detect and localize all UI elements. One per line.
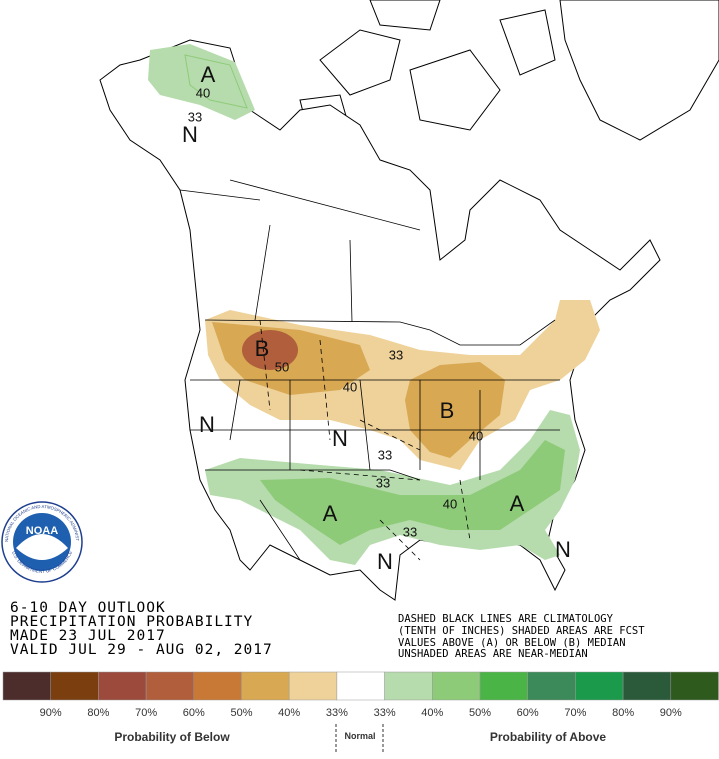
legend-swatch — [98, 671, 147, 701]
map-label: N — [377, 549, 393, 574]
map-label: 40 — [443, 496, 457, 511]
legend-tick-label: 90% — [660, 707, 682, 719]
below-40-east — [405, 362, 505, 458]
legend-swatch — [622, 671, 672, 701]
above-40 — [260, 440, 565, 545]
map-label: 40 — [196, 85, 210, 100]
map-label: B — [255, 336, 270, 361]
legend-swatch — [336, 671, 385, 701]
title-line: MADE 23 JUL 2017 — [10, 628, 166, 644]
legend-tick-label: 40% — [278, 707, 300, 719]
legend-tick-label: 80% — [612, 707, 634, 719]
below-label: Probability of Below — [114, 730, 230, 744]
legend-tick-label: 40% — [421, 707, 443, 719]
map-label: N — [555, 537, 571, 562]
map-label: 33 — [188, 109, 202, 124]
note-line: UNSHADED AREAS ARE NEAR-MEDIAN — [398, 648, 588, 660]
legend-tick-label: 33% — [326, 707, 348, 719]
legend-swatch — [193, 671, 242, 701]
note-line: VALUES ABOVE (A) OR BELOW (B) MEDIAN — [398, 637, 626, 649]
map-label: 33 — [389, 347, 403, 362]
map-label: 40 — [343, 379, 357, 394]
map-label: 33 — [378, 447, 392, 462]
legend-swatch — [670, 671, 719, 701]
title-block: 6-10 DAY OUTLOOK PRECIPITATION PROBABILI… — [10, 600, 273, 658]
legend-swatch — [2, 671, 51, 701]
below-50 — [242, 330, 298, 370]
title-line: VALID JUL 29 - AUG 02, 2017 — [10, 642, 273, 658]
legend-tick-label: 50% — [230, 707, 252, 719]
legend-swatch — [145, 671, 195, 701]
legend-swatch — [384, 671, 433, 701]
legend-swatch — [479, 671, 528, 701]
greenland — [559, 0, 719, 141]
legend-tick-label: 50% — [469, 707, 491, 719]
above-label: Probability of Above — [490, 730, 607, 744]
map-label: N — [182, 122, 198, 147]
map-label: 40 — [469, 428, 483, 443]
legend-tick-label: 90% — [40, 707, 62, 719]
title-line: PRECIPITATION PROBABILITY — [10, 614, 253, 630]
legend-tick-label: 70% — [135, 707, 157, 719]
legend-swatch — [288, 671, 338, 701]
legend-tick-label: 60% — [183, 707, 205, 719]
arctic-islands — [299, 0, 556, 141]
legend-tick-label: 33% — [374, 707, 396, 719]
map-label: N — [199, 412, 215, 437]
logo-agency: NATIONAL OCEANIC AND ATMOSPHERIC ADMINIS… — [0, 0, 80, 542]
logo-agency-text: NATIONAL OCEANIC AND ATMOSPHERIC ADMINIS… — [0, 0, 80, 542]
legend-swatch — [575, 671, 624, 701]
map-label: A — [323, 501, 338, 526]
climatology-lines — [259, 319, 471, 561]
notes: DASHED BLACK LINES ARE CLIMATOLOGY (TENT… — [398, 613, 645, 660]
legend: Probability of Below Normal Probability … — [2, 671, 719, 754]
logo-gull — [16, 534, 68, 560]
note-line: DASHED BLACK LINES ARE CLIMATOLOGY — [398, 613, 614, 625]
map-label: N — [332, 426, 348, 451]
legend-swatch — [527, 671, 576, 701]
legend-tick-label: 70% — [564, 707, 586, 719]
map-label: 33 — [403, 524, 417, 539]
map-label: A — [510, 491, 525, 516]
map: A 40 33 N B 50 40 33 B 40 N 33 33 A A 40… — [99, 0, 719, 601]
borders — [179, 179, 560, 561]
map-label: A — [201, 62, 216, 87]
title-line: 6-10 DAY OUTLOOK — [10, 600, 166, 616]
legend-swatch — [432, 671, 481, 701]
legend-swatch — [50, 671, 99, 701]
legend-swatch — [241, 671, 290, 701]
legend-tick-label: 80% — [87, 707, 109, 719]
map-label: B — [440, 398, 455, 423]
noaa-logo: NOAA NATIONAL OCEANIC AND ATMOSPHERIC AD… — [0, 0, 83, 583]
normal-label: Normal — [344, 731, 375, 741]
note-line: (TENTH OF INCHES) SHADED AREAS ARE FCST — [398, 625, 645, 637]
map-label: 33 — [376, 475, 390, 490]
map-label: 50 — [275, 359, 289, 374]
alaska-above-40 — [184, 54, 248, 109]
legend-tick-label: 60% — [517, 707, 539, 719]
logo-name: NOAA — [26, 525, 58, 537]
